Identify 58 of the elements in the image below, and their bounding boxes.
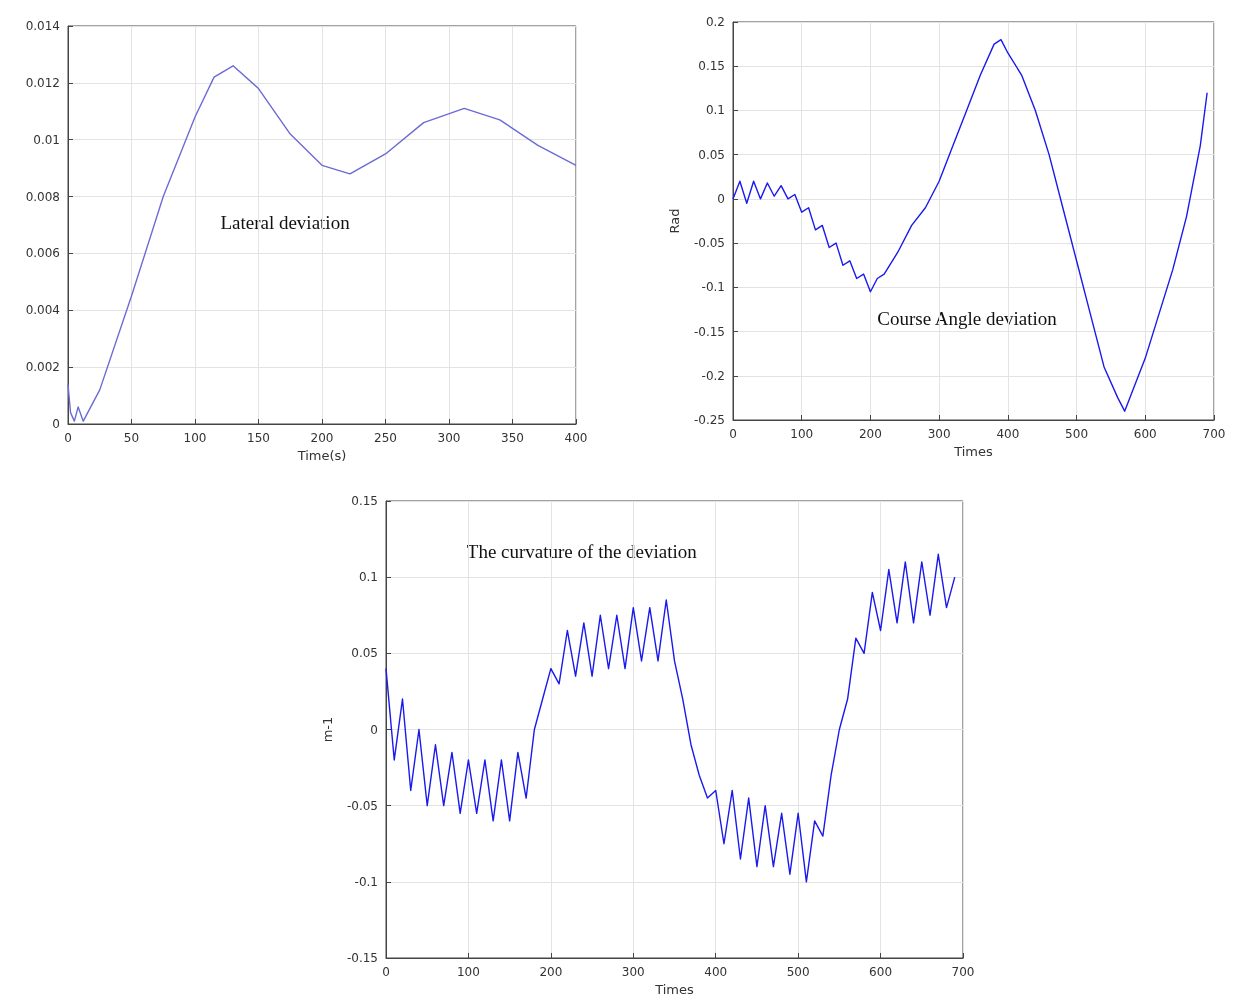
line-series	[732, 38, 1208, 412]
y-tick-label: -0.05	[693, 236, 725, 251]
y-tick-label: 0.004	[25, 303, 60, 318]
x-tick-label: 700	[1202, 427, 1226, 441]
y-tick-label: 0	[370, 722, 378, 737]
annotation: Lateral deviation	[220, 212, 351, 234]
x-tick-label: 300	[927, 427, 951, 441]
y-tick-label: -0.05	[346, 798, 378, 813]
x-tick-label: 0	[382, 965, 390, 979]
x-axis-title: Times	[654, 981, 695, 997]
y-tick-label: 0.002	[25, 360, 60, 375]
x-tick-label: 300	[437, 431, 461, 445]
x-tick-label: 0	[64, 431, 72, 445]
x-tick-label: 0	[729, 427, 737, 441]
x-tick-label: 100	[183, 431, 207, 445]
y-tick-label: 0	[52, 417, 60, 431]
x-axis-title: Time(s)	[296, 447, 347, 463]
y-tick-label: 0.15	[698, 59, 725, 74]
x-tick-label: 350	[501, 431, 524, 445]
x-tick-label: 500	[786, 965, 810, 979]
y-tick-label: 0.008	[25, 189, 60, 204]
y-tick-label: 0.1	[358, 570, 378, 585]
y-tick-label: 0.01	[33, 132, 60, 147]
x-tick-label: 600	[869, 965, 893, 979]
x-tick-label: 100	[790, 427, 814, 441]
y-tick-label: -0.15	[346, 951, 378, 965]
x-tick-label: 600	[1133, 427, 1157, 441]
x-tick-label: 300	[621, 965, 645, 979]
x-tick-label: 100	[456, 965, 480, 979]
y-tick-label: 0.006	[25, 246, 60, 261]
x-axis-title: Times	[953, 443, 994, 459]
x-tick-label: 400	[704, 965, 728, 979]
y-tick-label: 0.1	[705, 103, 725, 118]
y-tick-label: -0.15	[693, 324, 725, 339]
y-tick-label: 0.014	[25, 19, 60, 33]
y-tick-label: -0.1	[701, 280, 725, 295]
y-tick-label: 0.05	[351, 646, 378, 661]
y-tick-label: 0.2	[705, 15, 725, 29]
x-tick-label: 250	[374, 431, 397, 445]
y-axis-title: Rad	[667, 208, 682, 234]
y-axis-title: m-1	[320, 716, 335, 743]
y-tick-label: -0.1	[354, 874, 378, 889]
y-tick-label: -0.2	[701, 368, 725, 383]
y-tick-label: 0.012	[25, 75, 60, 90]
x-tick-label: 200	[310, 431, 334, 445]
y-tick-label: 0	[717, 191, 725, 206]
x-tick-label: 200	[858, 427, 882, 441]
x-tick-label: 500	[1065, 427, 1089, 441]
y-tick-label: 0.05	[698, 147, 725, 162]
x-tick-label: 700	[951, 965, 975, 979]
x-tick-label: 200	[539, 965, 563, 979]
annotation: Course Angle deviation	[877, 307, 1058, 329]
y-tick-label: -0.25	[693, 413, 725, 427]
x-tick-label: 400	[996, 427, 1020, 441]
x-tick-label: 400	[564, 431, 588, 445]
x-tick-label: 50	[123, 431, 140, 445]
y-tick-label: 0.15	[351, 494, 378, 508]
x-tick-label: 150	[247, 431, 270, 445]
